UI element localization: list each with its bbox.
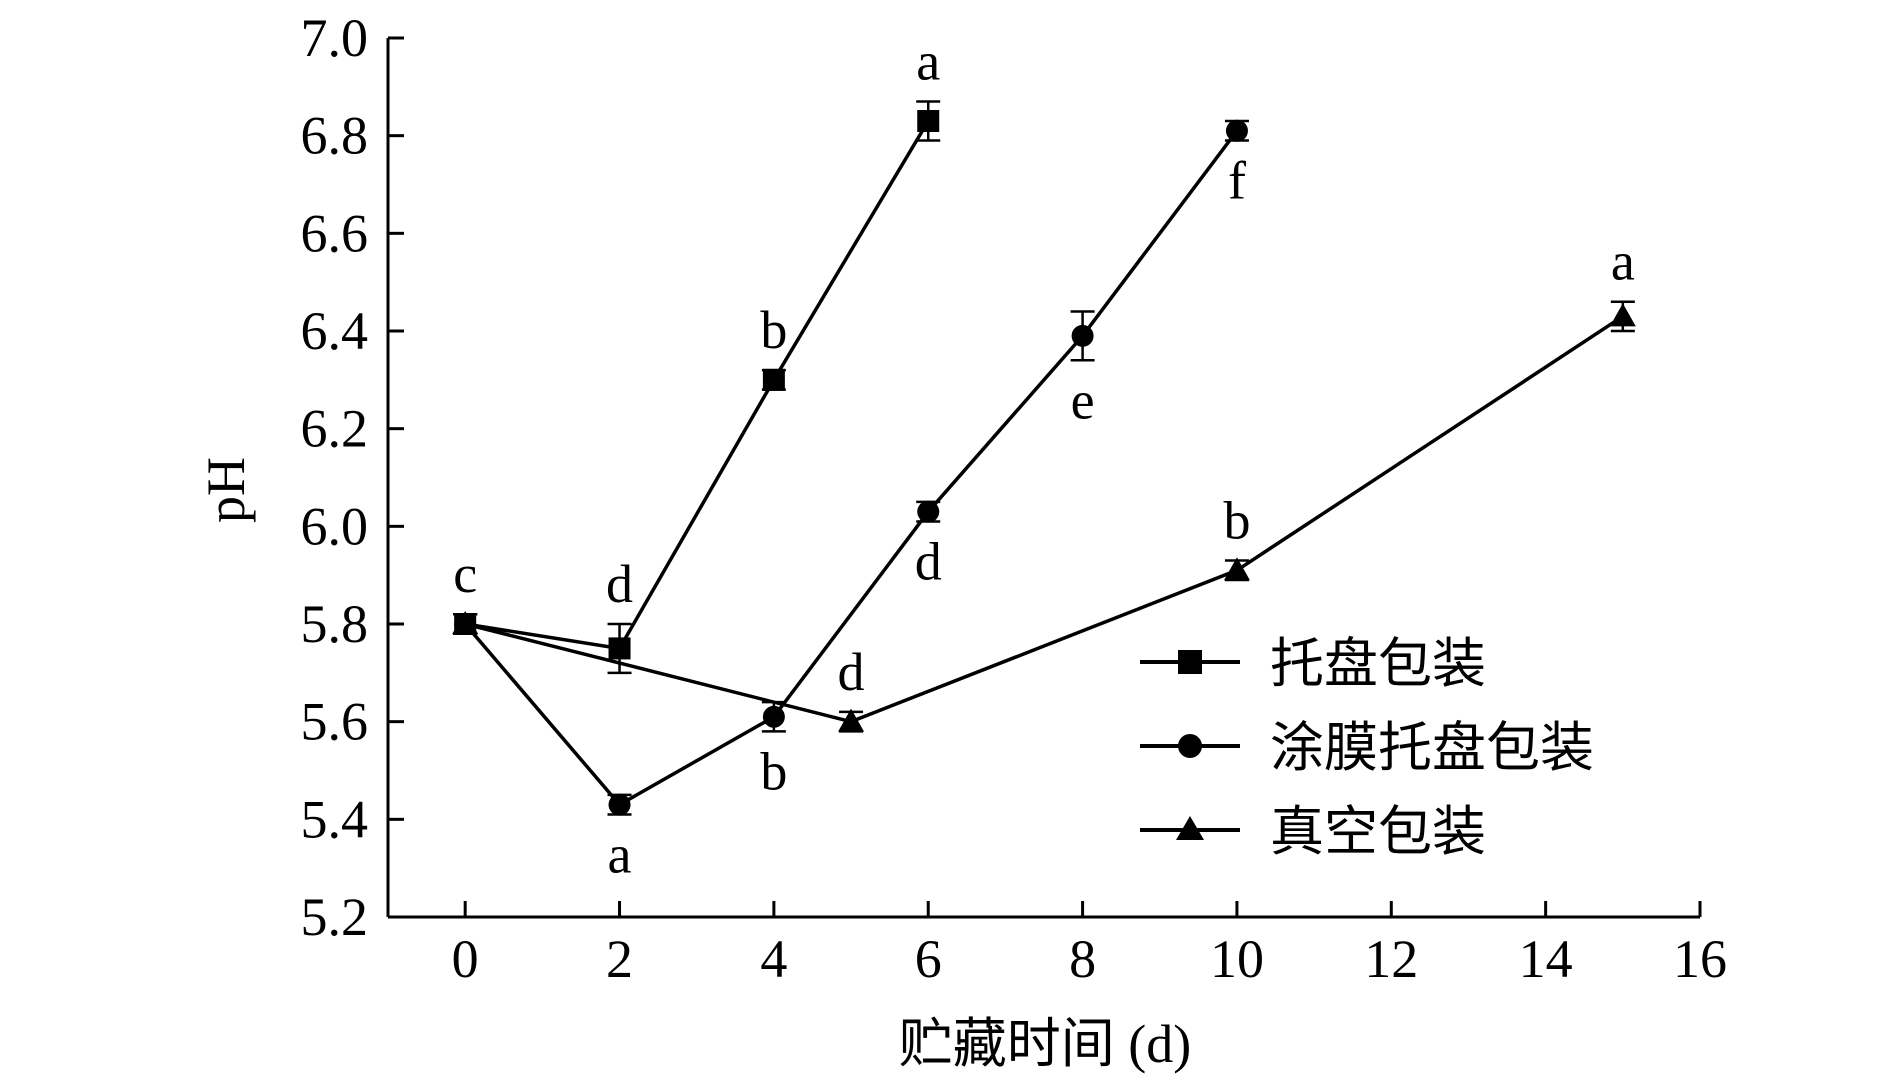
data-point-circle [1071,324,1094,347]
data-point-circle [917,500,940,523]
x-tick-label: 0 [452,929,479,989]
y-tick-label: 6.2 [301,399,369,459]
significance-label: b [1223,491,1250,551]
significance-label: e [1071,370,1095,430]
data-point-square [608,637,631,660]
y-tick-label: 5.4 [301,789,369,849]
significance-label: a [916,31,940,91]
significance-label: d [606,554,633,614]
significance-label: d [838,642,865,702]
data-point-circle [608,793,631,816]
data-point-triangle [1223,557,1250,581]
significance-label: f [1228,151,1246,211]
x-tick-label: 16 [1673,929,1727,989]
legend-label-coated-tray: 涂膜托盘包装 [1270,716,1594,779]
legend-item-vacuum: 真空包装 [1140,800,1486,863]
data-point-triangle [452,611,479,634]
data-point-square [762,368,785,391]
data-point-triangle [838,708,865,732]
data-point-square [917,110,940,133]
y-tick-label: 6.6 [301,203,369,263]
data-point-triangle [1609,303,1636,327]
legend-marker-circle [1178,734,1202,758]
legend-item-tray: 托盘包装 [1140,632,1486,695]
legend-label-vacuum: 真空包装 [1270,800,1486,863]
legend-marker-square [1178,650,1202,674]
x-tick-label: 6 [915,929,942,989]
series-line-0 [464,120,930,651]
legend-label-tray: 托盘包装 [1270,632,1486,695]
series-line-1 [463,129,1239,807]
x-tick-label: 12 [1364,929,1418,989]
y-axis-title: pH [196,457,256,523]
series-points [452,100,1636,816]
x-tick-label: 2 [606,929,633,989]
significance-label: d [915,531,942,591]
y-tick-label: 5.6 [301,692,369,752]
y-tick-label: 5.8 [301,594,369,654]
x-tick-label: 8 [1069,929,1096,989]
series-line-2 [464,314,1624,724]
significance-label: c [453,544,477,604]
significance-label: a [608,824,632,884]
x-tick-label: 4 [760,929,787,989]
x-tick-label: 10 [1210,929,1264,989]
series-lines [463,120,1624,807]
legend-item-coated-tray: 涂膜托盘包装 [1140,716,1594,779]
legend-marker-triangle [1176,816,1204,840]
y-tick-label: 6.8 [301,106,369,166]
significance-label: a [1611,232,1635,292]
y-tick-label: 6.4 [301,301,369,361]
data-point-circle [1225,119,1248,142]
significance-label: b [760,741,787,801]
data-point-circle [762,705,785,728]
significance-label: b [760,300,787,360]
y-tick-label: 7.0 [301,8,369,68]
y-tick-label: 5.2 [301,887,369,947]
axes: 5.2 5.4 5.6 5.8 6.0 6.2 6.4 6.6 6.8 7.0 0 2 4 6 8 10 12 1… [301,8,1728,989]
y-tick-label: 6.0 [301,496,369,556]
x-tick-label: 14 [1519,929,1573,989]
legend: 托盘包装 涂膜托盘包装 真空包装 [1140,632,1594,863]
x-axis-title: 贮藏时间 (d) [899,1014,1191,1074]
